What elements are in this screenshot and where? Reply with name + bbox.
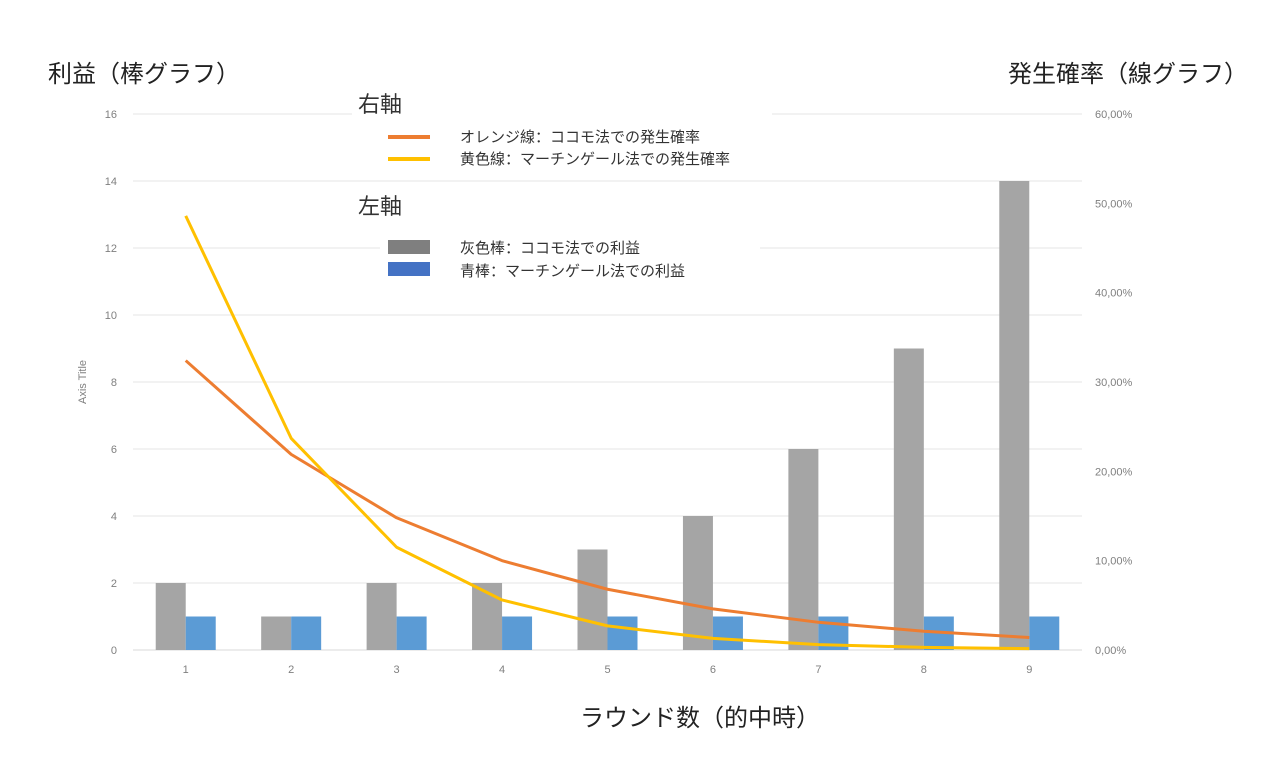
left-tick-label: 8 xyxy=(111,377,117,389)
left-tick-label: 12 xyxy=(105,243,117,255)
legend-heading-right-axis: 右軸 xyxy=(358,93,402,118)
right-tick-label: 30,00% xyxy=(1095,377,1133,389)
bar-blue xyxy=(607,616,638,650)
x-tick-label: 5 xyxy=(604,664,610,676)
x-tick-label: 4 xyxy=(499,664,505,676)
legend-swatch-blue-bar xyxy=(388,262,430,276)
line-yellow xyxy=(184,215,1030,651)
right-tick-label: 0,00% xyxy=(1095,645,1126,657)
x-tick-label: 2 xyxy=(288,664,294,676)
bar-gray xyxy=(366,583,397,650)
x-tick-label: 6 xyxy=(710,664,716,676)
legend-heading-left-axis: 左軸 xyxy=(358,195,402,220)
x-tick-label: 3 xyxy=(394,664,400,676)
left-tick-label: 16 xyxy=(105,109,117,121)
left-tick-label: 10 xyxy=(105,310,117,322)
left-tick-label: 0 xyxy=(111,645,117,657)
left-tick-label: 14 xyxy=(105,176,117,188)
bar-blue xyxy=(502,616,533,650)
bar-gray xyxy=(261,616,292,650)
bar-gray xyxy=(682,516,713,650)
left-tick-label: 4 xyxy=(111,511,117,523)
bar-gray xyxy=(893,348,924,650)
bar-blue xyxy=(291,616,322,650)
legend-entry-gray: 灰色棒：ココモ法での利益 xyxy=(460,239,640,257)
x-tick-label: 1 xyxy=(183,664,189,676)
left-tick-label: 6 xyxy=(111,444,117,456)
bar-gray xyxy=(788,449,819,650)
bar-gray xyxy=(472,583,503,650)
left-tick-label: 2 xyxy=(111,578,117,590)
bar-gray xyxy=(999,181,1030,650)
right-tick-label: 20,00% xyxy=(1095,466,1133,478)
x-tick-label: 9 xyxy=(1026,664,1032,676)
right-tick-label: 50,00% xyxy=(1095,198,1133,210)
bar-blue xyxy=(396,616,427,650)
bar-gray xyxy=(577,549,608,650)
legend: 右軸 左軸 オレンジ線：ココモ法での発生確率 黄色線：マーチンゲール法での発生確… xyxy=(352,86,810,284)
legend-entry-blue: 青棒：マーチンゲール法での利益 xyxy=(460,262,685,280)
right-tick-label: 10,00% xyxy=(1095,556,1133,568)
legend-entry-yellow: 黄色線：マーチンゲール法での発生確率 xyxy=(460,150,730,168)
x-tick-label: 7 xyxy=(815,664,821,676)
bar-blue xyxy=(1029,616,1060,650)
right-tick-label: 40,00% xyxy=(1095,288,1133,300)
right-title: 発生確率（線グラフ） xyxy=(1008,60,1248,88)
x-axis-title: ラウンド数（的中時） xyxy=(580,704,820,732)
legend-swatch-gray-bar xyxy=(388,240,430,254)
right-tick-label: 60,00% xyxy=(1095,109,1133,121)
y-axis-title: Axis Title xyxy=(77,360,89,404)
left-title: 利益（棒グラフ） xyxy=(48,60,240,88)
x-tick-label: 8 xyxy=(921,664,927,676)
bar-blue xyxy=(185,616,216,650)
bar-blue xyxy=(712,616,743,650)
bar-gray xyxy=(155,583,186,650)
legend-entry-orange: オレンジ線：ココモ法での発生確率 xyxy=(460,128,700,146)
